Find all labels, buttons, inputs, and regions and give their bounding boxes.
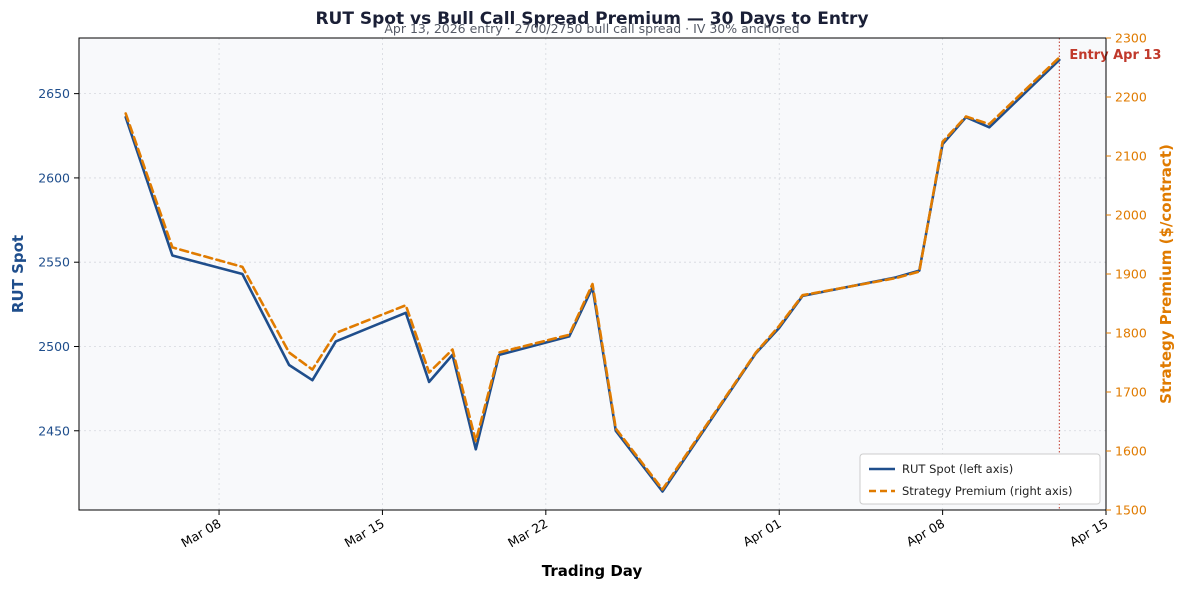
y-right-tick-label: 2000 bbox=[1115, 208, 1147, 223]
plot-area bbox=[79, 38, 1106, 510]
y-right-tick-label: 1800 bbox=[1115, 326, 1147, 341]
y-right-tick-label: 2100 bbox=[1115, 149, 1147, 164]
legend-label: RUT Spot (left axis) bbox=[902, 462, 1013, 476]
y-right-tick-label: 2300 bbox=[1115, 31, 1147, 46]
x-axis-label: Trading Day bbox=[542, 562, 643, 580]
y-left-tick-label: 2650 bbox=[38, 86, 70, 101]
y-axis-right: 1500 1600 1700 1800 1900 2000 2100 2200 2300 bbox=[1106, 31, 1147, 518]
legend-box bbox=[859, 453, 1101, 505]
y-left-tick-label: 2450 bbox=[38, 423, 70, 438]
entry-marker: Entry Apr 13 bbox=[1058, 38, 1161, 510]
series-group bbox=[124, 56, 1061, 493]
y-right-tick-label: 1700 bbox=[1115, 385, 1147, 400]
x-axis: Mar 08 Mar 15 Mar 22 Apr 01 Apr 08 Apr 15 bbox=[178, 510, 1111, 551]
y-right-tick-label: 1900 bbox=[1115, 267, 1147, 282]
x-tick-label: Apr 08 bbox=[904, 516, 947, 550]
y-right-tick-label: 1500 bbox=[1115, 503, 1147, 518]
y-axis-right-label: Strategy Premium ($/contract) bbox=[1157, 144, 1175, 404]
chart-title: RUT Spot vs Bull Call Spread Premium — 3… bbox=[315, 9, 868, 29]
y-left-tick-label: 2600 bbox=[38, 170, 70, 185]
y-axis-left: 2450 2500 2550 2600 2650 bbox=[38, 86, 79, 438]
x-tick-label: Mar 22 bbox=[505, 516, 550, 551]
series-strategy-premium bbox=[124, 56, 1061, 491]
x-tick-label: Apr 01 bbox=[740, 516, 783, 550]
entry-annotation: Entry Apr 13 bbox=[1069, 48, 1161, 63]
x-tick-label: Mar 08 bbox=[178, 516, 223, 551]
chart-subtitle: Apr 13, 2026 entry · 2700/2750 bull call… bbox=[384, 21, 799, 36]
y-right-tick-label: 1600 bbox=[1115, 444, 1147, 459]
legend: RUT Spot (left axis) Strategy Premium (ri… bbox=[859, 453, 1101, 505]
y-right-tick-label: 2200 bbox=[1115, 90, 1147, 105]
x-tick-label: Apr 15 bbox=[1067, 516, 1110, 550]
y-left-tick-label: 2550 bbox=[38, 255, 70, 270]
y-axis-left-label: RUT Spot bbox=[9, 235, 27, 313]
legend-label: Strategy Premium (right axis) bbox=[902, 484, 1072, 498]
x-tick-label: Mar 15 bbox=[342, 516, 387, 551]
y-left-tick-label: 2500 bbox=[38, 339, 70, 354]
